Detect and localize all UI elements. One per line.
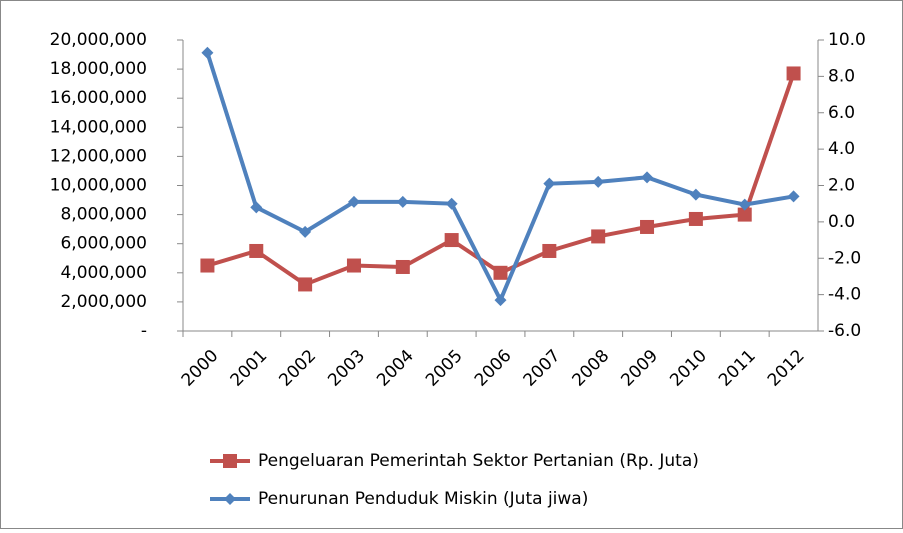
data-point <box>298 277 313 292</box>
data-point <box>249 243 264 258</box>
y-tick-label: 4,000,000 <box>60 263 147 283</box>
data-point <box>641 171 654 184</box>
y-tick-label: 16,000,000 <box>50 88 147 108</box>
legend-label: Pengeluaran Pemerintah Sektor Pertanian … <box>258 451 699 471</box>
data-point <box>591 229 606 244</box>
y2-tick-label: 0.0 <box>828 212 855 232</box>
data-point <box>592 175 605 188</box>
data-point <box>542 243 557 258</box>
y-tick-label: 18,000,000 <box>50 59 147 79</box>
data-point <box>738 198 751 211</box>
data-point <box>787 190 800 203</box>
legend-marker <box>223 454 237 468</box>
legend-marker <box>224 493 236 505</box>
y2-tick-label: 8.0 <box>828 66 855 86</box>
data-point <box>445 197 458 210</box>
data-point <box>201 46 214 59</box>
data-point <box>346 258 361 273</box>
y2-tick-label: 4.0 <box>828 139 855 159</box>
y2-tick-label: -6.0 <box>828 321 861 341</box>
data-point <box>494 294 507 307</box>
data-point <box>493 265 508 280</box>
data-point <box>250 201 263 214</box>
y2-tick-label: 2.0 <box>828 176 855 196</box>
data-point <box>543 177 556 190</box>
data-point <box>347 195 360 208</box>
y2-tick-label: -2.0 <box>828 248 861 268</box>
data-point <box>299 225 312 238</box>
data-point <box>396 195 409 208</box>
data-point <box>444 233 459 248</box>
y-tick-label: 20,000,000 <box>50 30 147 50</box>
data-point <box>689 188 702 201</box>
y-tick-label: 12,000,000 <box>50 146 147 166</box>
y-tick-label: 10,000,000 <box>50 176 147 196</box>
y2-tick-label: -4.0 <box>828 285 861 305</box>
y-tick-label: 8,000,000 <box>60 205 147 225</box>
data-point <box>395 259 410 274</box>
data-point <box>737 207 752 222</box>
y-tick-label: - <box>141 321 147 341</box>
legend-label: Penurunan Penduduk Miskin (Juta jiwa) <box>258 489 588 509</box>
data-point <box>688 211 703 226</box>
y2-tick-label: 10.0 <box>828 30 866 50</box>
data-point <box>786 66 801 81</box>
y-tick-label: 2,000,000 <box>60 292 147 312</box>
data-point <box>640 219 655 234</box>
data-point <box>200 258 215 273</box>
y-tick-label: 14,000,000 <box>50 117 147 137</box>
y-tick-label: 6,000,000 <box>60 234 147 254</box>
y2-tick-label: 6.0 <box>828 103 855 123</box>
